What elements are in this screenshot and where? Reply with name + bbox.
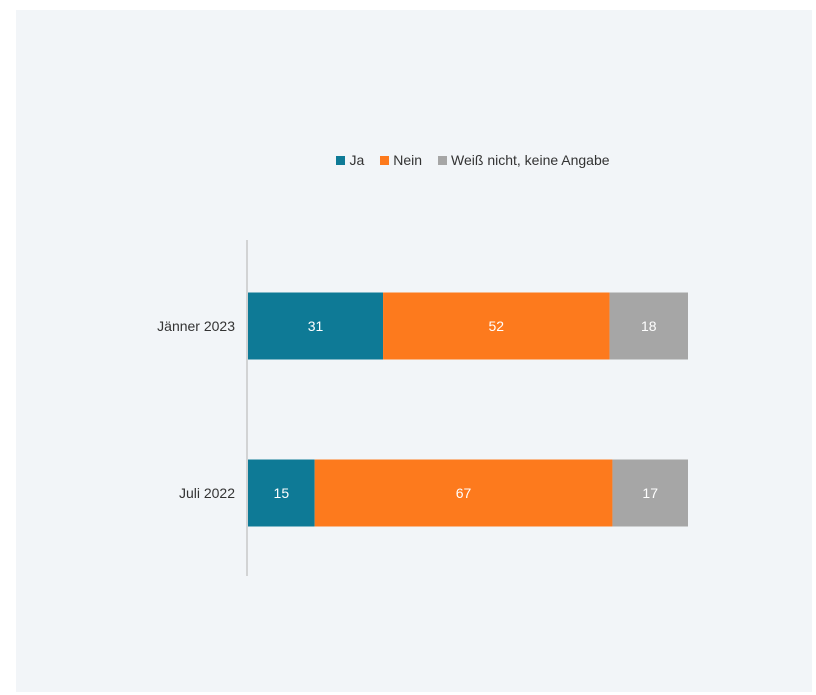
- bar-segment: [612, 459, 688, 527]
- legend-label-weiss-nicht: Weiß nicht, keine Angabe: [451, 152, 610, 168]
- legend: Ja Nein Weiß nicht, keine Angabe: [0, 152, 816, 168]
- data-label: 18: [641, 318, 657, 334]
- legend-swatch-weiss-nicht: [438, 155, 448, 165]
- legend-label-ja: Ja: [349, 152, 365, 168]
- legend-item-weiss-nicht: Weiß nicht, keine Angabe: [438, 152, 610, 168]
- bar-segment: [609, 292, 688, 360]
- data-label: 15: [274, 485, 290, 501]
- bar-segment: [248, 459, 315, 527]
- legend-item-nein: Nein: [380, 152, 422, 168]
- legend-item-ja: Ja: [336, 152, 364, 168]
- bar-segment: [248, 292, 384, 360]
- legend-label-nein: Nein: [393, 152, 423, 168]
- bar-segment: [383, 292, 610, 360]
- data-label: 31: [308, 318, 324, 334]
- category-label: Juli 2022: [179, 485, 235, 501]
- bar-segment: [314, 459, 613, 527]
- legend-swatch-ja: [336, 155, 346, 165]
- data-label: 67: [456, 485, 472, 501]
- legend-swatch-nein: [380, 155, 390, 165]
- data-label: 17: [642, 485, 658, 501]
- category-label: Jänner 2023: [157, 318, 235, 334]
- data-label: 52: [489, 318, 505, 334]
